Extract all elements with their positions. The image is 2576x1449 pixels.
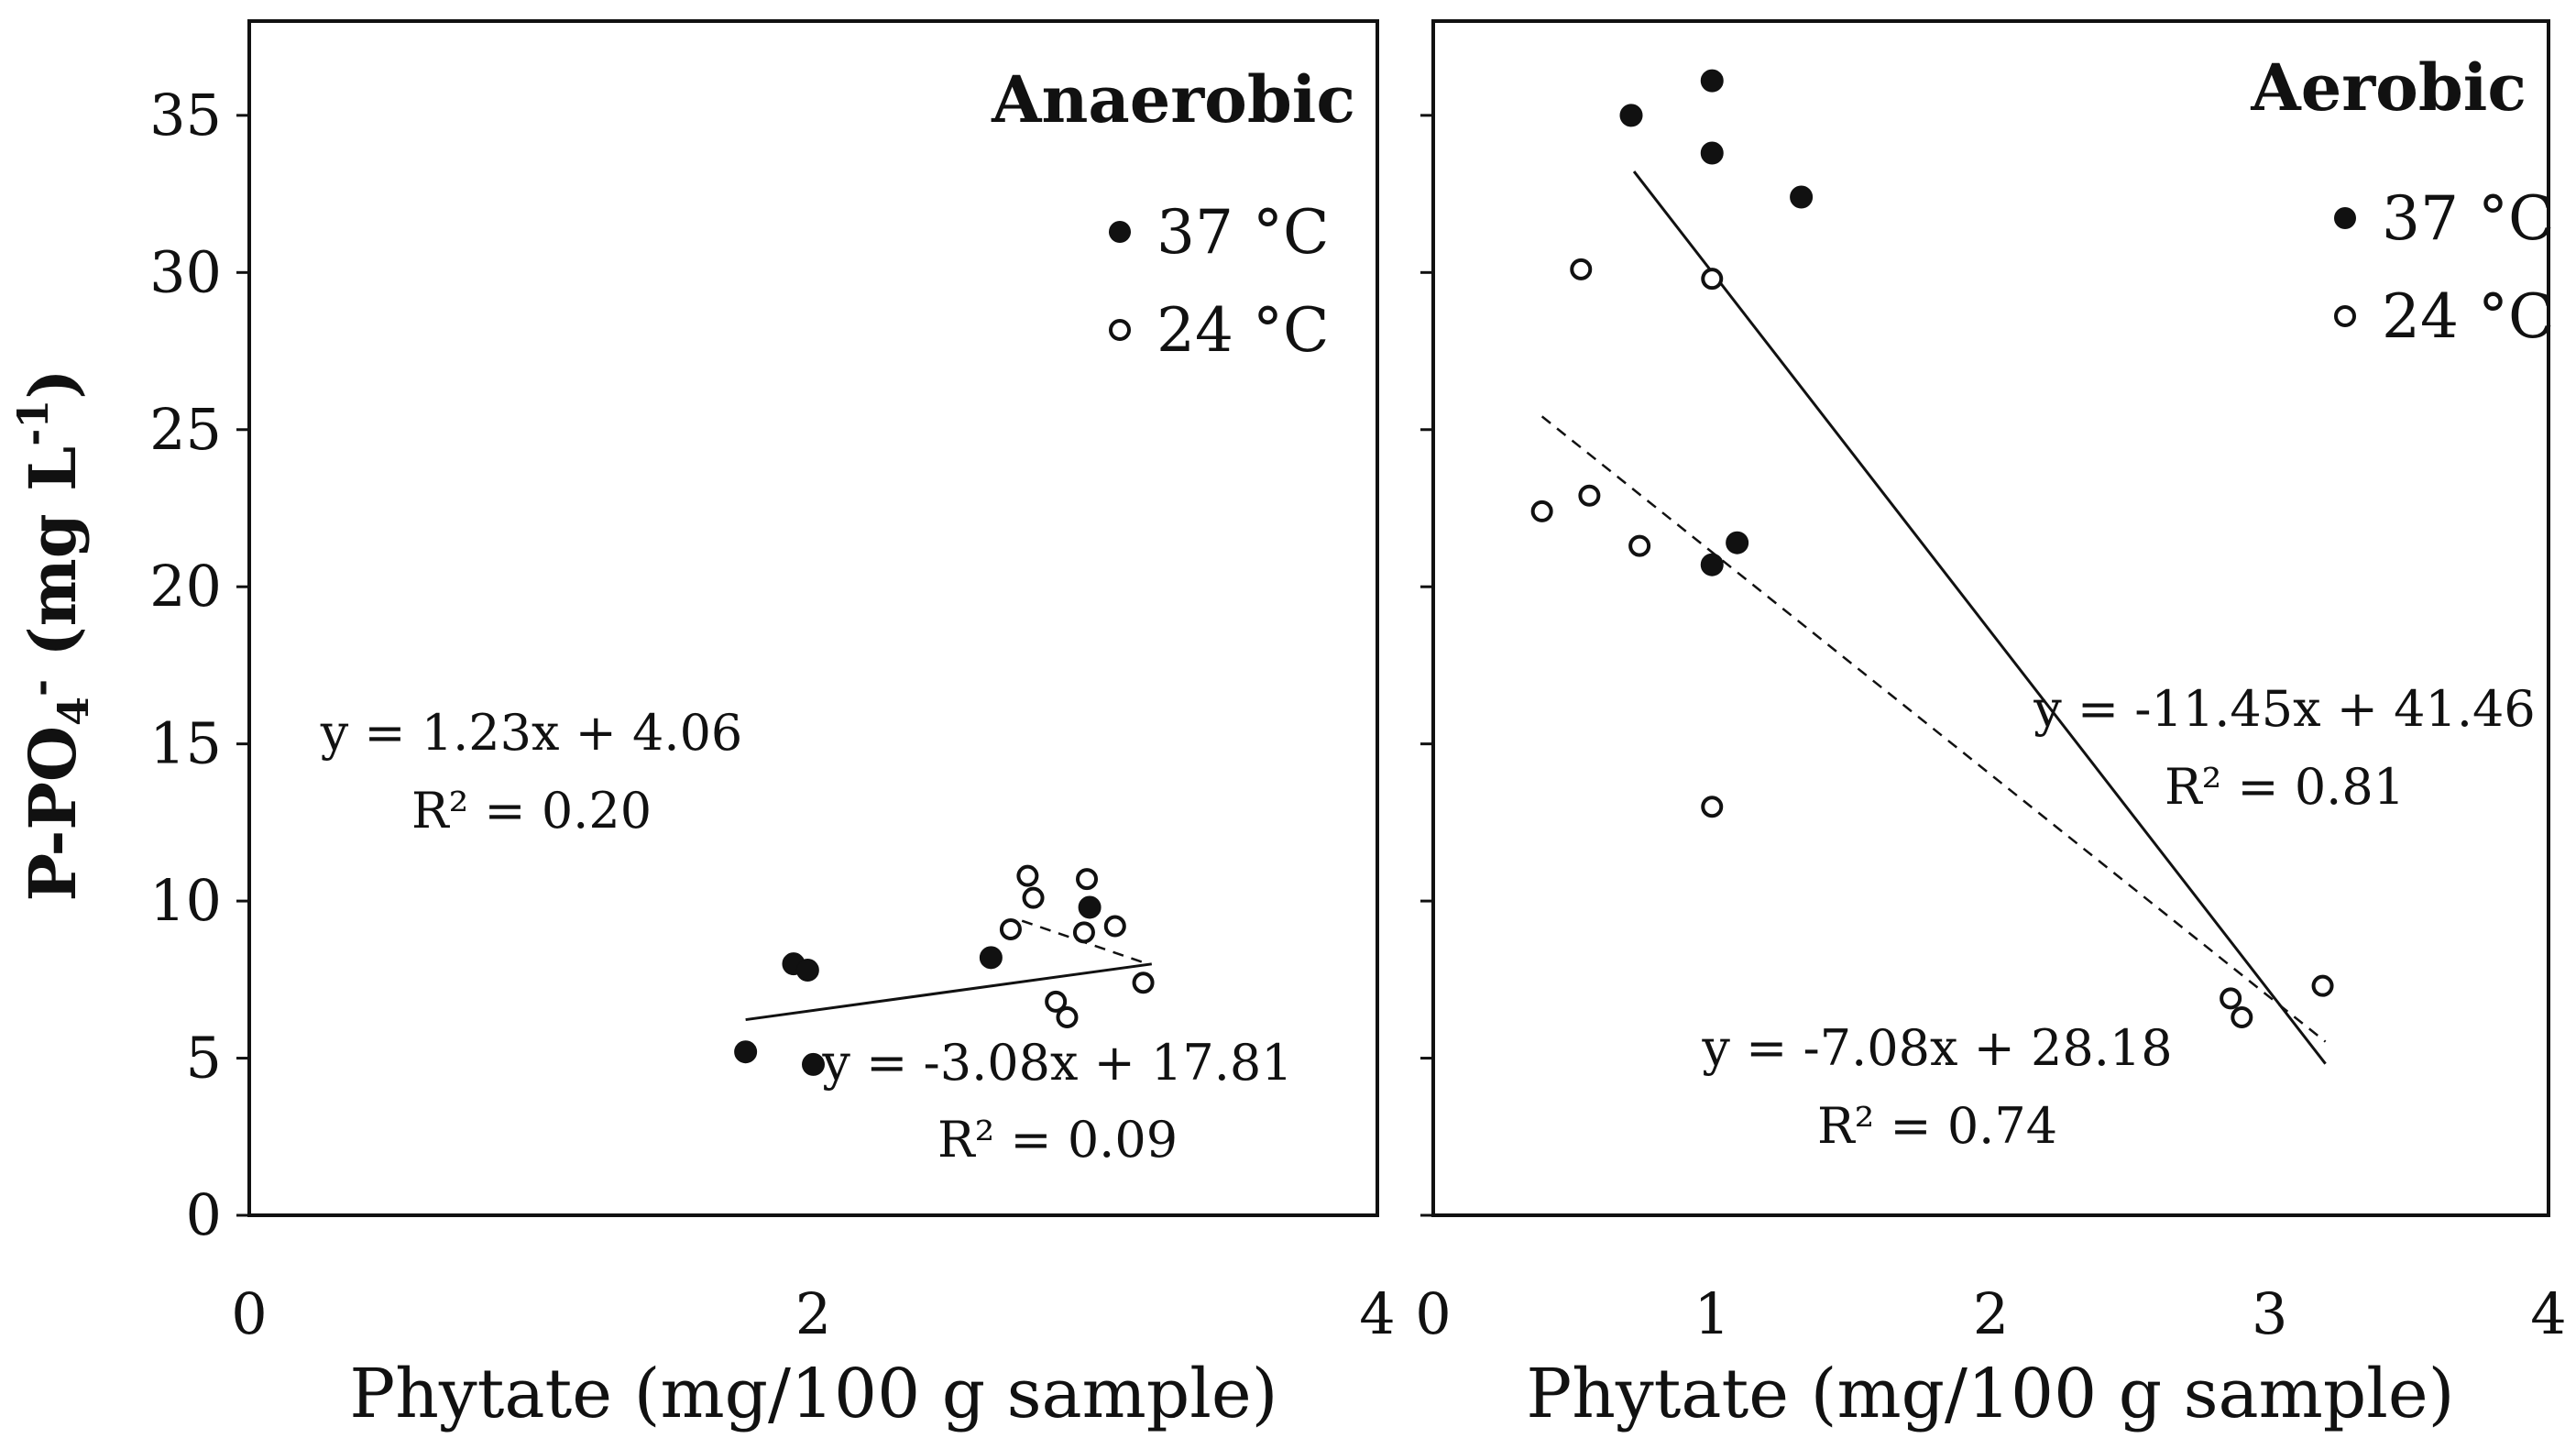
anaerobic-37c-equation: y = 1.23x + 4.06 bbox=[320, 704, 743, 762]
aerobic-point-37c bbox=[1726, 531, 1749, 554]
aerobic-x-tick-label: 0 bbox=[1415, 1280, 1451, 1347]
anaerobic-y-tick-label: 15 bbox=[149, 710, 222, 777]
aerobic-legend-37c: 37 °C bbox=[2382, 183, 2554, 254]
anaerobic-y-tick-label: 25 bbox=[149, 396, 222, 463]
anaerobic-x-axis-label: Phytate (mg/100 g sample) bbox=[349, 1355, 1277, 1433]
anaerobic-trendline-37c bbox=[745, 962, 1153, 1022]
anaerobic-point-24c bbox=[1076, 868, 1099, 891]
aerobic-point-37c bbox=[1700, 553, 1724, 576]
anaerobic-y-tick-label: 35 bbox=[149, 82, 222, 148]
anaerobic-x-tick-label: 4 bbox=[1359, 1280, 1395, 1347]
anaerobic-legend-marker-37c bbox=[1109, 221, 1131, 243]
anaerobic-y-tick-label: 0 bbox=[186, 1181, 222, 1248]
aerobic-point-24c bbox=[1701, 796, 1724, 818]
aerobic-37c-equation: y = -11.45x + 41.46 bbox=[2033, 680, 2536, 738]
anaerobic-24c-r2: R² = 0.09 bbox=[937, 1111, 1178, 1169]
aerobic-point-24c bbox=[1628, 534, 1651, 557]
aerobic-point-24c bbox=[1570, 258, 1593, 280]
aerobic-24c-r2: R² = 0.74 bbox=[1817, 1097, 2057, 1155]
anaerobic-y-tick-label: 10 bbox=[149, 867, 222, 934]
anaerobic-point-24c bbox=[1056, 1005, 1079, 1028]
aerobic-point-37c bbox=[1619, 104, 1643, 127]
aerobic-x-tick-label: 1 bbox=[1694, 1280, 1730, 1347]
anaerobic-point-24c bbox=[1016, 864, 1039, 887]
aerobic-panel-title: Aerobic bbox=[2250, 49, 2527, 126]
anaerobic-x-tick-label: 2 bbox=[795, 1280, 831, 1347]
aerobic-point-24c bbox=[2231, 1005, 2253, 1028]
aerobic-legend-marker-37c bbox=[2334, 207, 2356, 229]
y-axis-label: P-PO4- (mg L-1) bbox=[8, 369, 98, 902]
anaerobic-legend-37c: 37 °C bbox=[1156, 197, 1329, 268]
anaerobic-37c-r2: R² = 0.20 bbox=[411, 782, 652, 840]
aerobic-legend-marker-24c bbox=[2334, 305, 2356, 327]
aerobic-x-axis-label: Phytate (mg/100 g sample) bbox=[1526, 1355, 2454, 1433]
anaerobic-legend-24c: 24 °C bbox=[1156, 295, 1329, 366]
anaerobic-y-tick-label: 30 bbox=[149, 238, 222, 305]
aerobic-point-24c bbox=[2311, 974, 2334, 997]
aerobic-x-tick-label: 2 bbox=[1973, 1280, 2009, 1347]
anaerobic-point-37c bbox=[979, 946, 1003, 970]
anaerobic-plot-frame bbox=[247, 19, 1379, 1217]
aerobic-panel: 0 1 2 3 4 Aerobic 37 °C 24 °C y = -11.45x + … bbox=[1415, 19, 2567, 1433]
anaerobic-panel: 0 5 10 15 20 25 30 35 0 2 4 Anaerobic 37 °C 24 °C… bbox=[149, 19, 1396, 1433]
aerobic-point-37c bbox=[1700, 69, 1724, 93]
aerobic-point-37c bbox=[1790, 185, 1814, 209]
aerobic-point-24c bbox=[2220, 987, 2242, 1010]
anaerobic-24c-equation: y = -3.08x + 17.81 bbox=[821, 1034, 1292, 1092]
anaerobic-point-37c bbox=[1078, 895, 1102, 919]
aerobic-x-tick-label: 4 bbox=[2530, 1280, 2566, 1347]
aerobic-legend: 37 °C 24 °C bbox=[2334, 183, 2554, 352]
aerobic-trendline-37c bbox=[1632, 170, 2327, 1065]
anaerobic-point-24c bbox=[999, 917, 1022, 940]
anaerobic-legend-marker-24c bbox=[1109, 319, 1131, 341]
anaerobic-point-37c bbox=[734, 1040, 758, 1064]
aerobic-point-37c bbox=[1700, 141, 1724, 165]
aerobic-point-24c bbox=[1530, 499, 1553, 522]
aerobic-plot-frame bbox=[1431, 19, 2550, 1217]
anaerobic-point-37c bbox=[802, 1052, 825, 1076]
aerobic-37c-r2: R² = 0.81 bbox=[2165, 758, 2405, 816]
anaerobic-x-tick-label: 0 bbox=[231, 1280, 267, 1347]
anaerobic-legend: 37 °C 24 °C bbox=[1109, 197, 1329, 366]
anaerobic-point-24c bbox=[1045, 990, 1068, 1013]
aerobic-x-tick-label: 3 bbox=[2252, 1280, 2287, 1347]
anaerobic-point-24c bbox=[1022, 886, 1045, 909]
anaerobic-point-37c bbox=[795, 959, 819, 982]
anaerobic-y-tick-label: 20 bbox=[149, 553, 222, 620]
anaerobic-panel-title: Anaerobic bbox=[991, 61, 1355, 137]
anaerobic-point-24c bbox=[1132, 971, 1155, 994]
aerobic-point-24c bbox=[1701, 268, 1724, 291]
aerobic-point-24c bbox=[1578, 484, 1601, 507]
anaerobic-point-24c bbox=[1072, 921, 1095, 944]
anaerobic-point-24c bbox=[1103, 915, 1126, 938]
aerobic-legend-24c: 24 °C bbox=[2382, 281, 2554, 352]
anaerobic-y-tick-label: 5 bbox=[186, 1025, 222, 1092]
aerobic-trendline-24c bbox=[1540, 415, 2327, 1043]
aerobic-24c-equation: y = -7.08x + 28.18 bbox=[1701, 1019, 2172, 1077]
